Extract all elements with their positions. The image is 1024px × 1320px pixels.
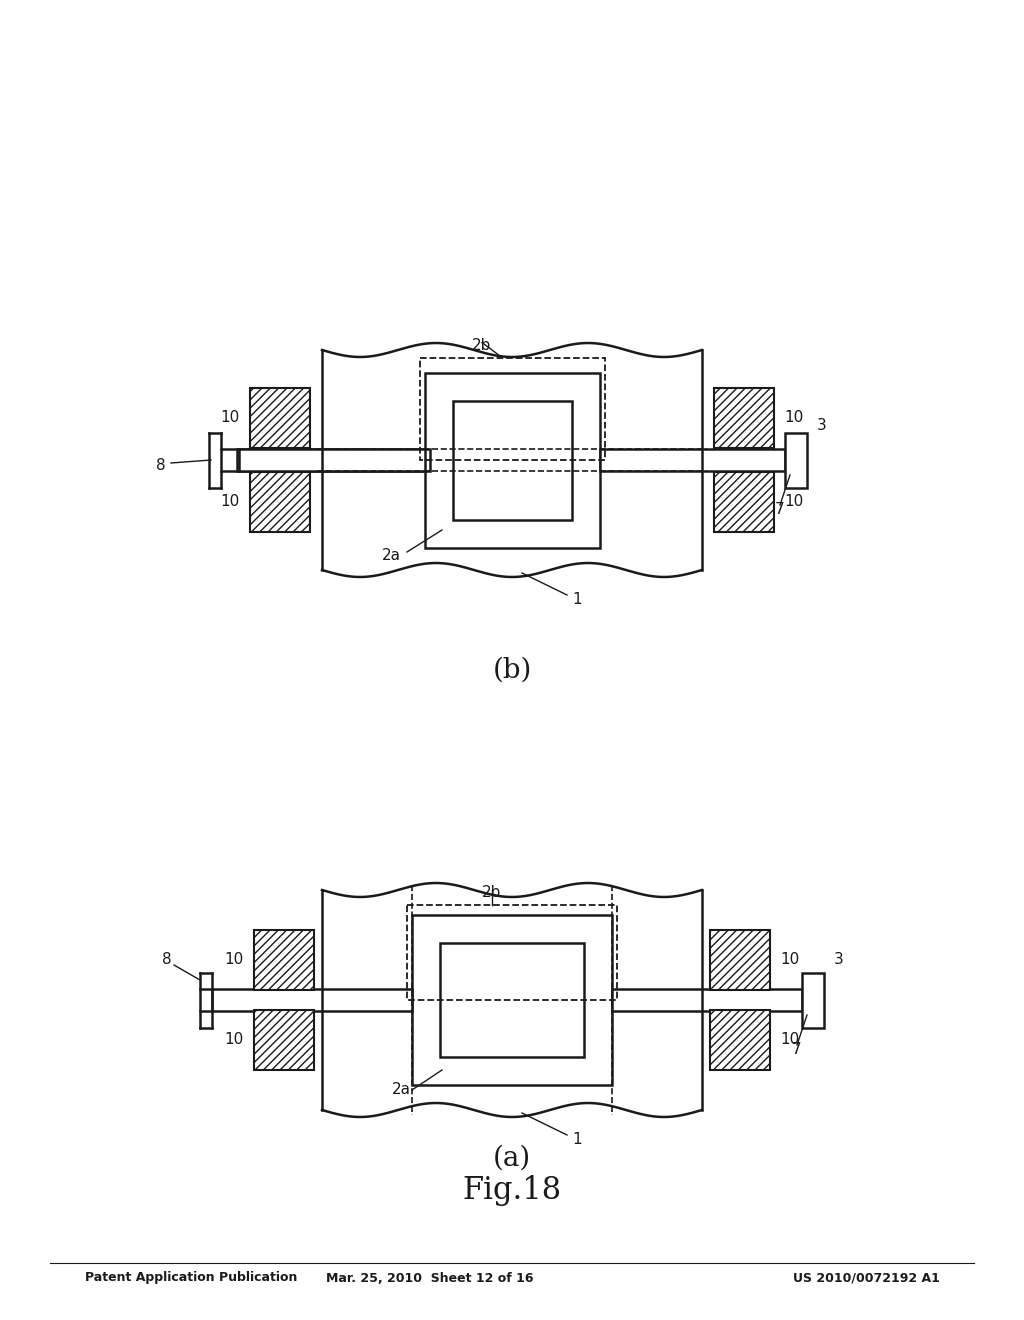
Text: 8: 8 [163,953,172,968]
Bar [407,906,617,1001]
Text: 1: 1 [572,1133,582,1147]
Text: 10: 10 [784,411,803,425]
Bar [250,473,310,532]
Bar [612,989,802,1011]
Bar [453,400,571,520]
Text: (a): (a) [493,1144,531,1172]
Text: 8: 8 [157,458,166,473]
Text: Fig.18: Fig.18 [463,1175,561,1205]
Bar [412,915,612,1085]
Bar [714,388,774,447]
Text: Patent Application Publication: Patent Application Publication [85,1271,297,1284]
Text: 7: 7 [792,1043,802,1057]
Bar [714,473,774,532]
Bar [420,358,604,459]
Bar [599,449,785,471]
Text: US 2010/0072192 A1: US 2010/0072192 A1 [794,1271,940,1284]
Text: 10: 10 [224,1032,244,1048]
Text: 10: 10 [780,1032,800,1048]
Text: 10: 10 [224,953,244,968]
Text: 2a: 2a [382,548,401,562]
Text: 10: 10 [784,495,803,510]
Text: 1: 1 [572,593,582,607]
Text: 2a: 2a [392,1082,411,1097]
Bar [254,931,314,990]
Bar [440,942,584,1057]
Text: 2b: 2b [472,338,492,352]
Text: 3: 3 [817,417,826,433]
Text: Mar. 25, 2010  Sheet 12 of 16: Mar. 25, 2010 Sheet 12 of 16 [327,1271,534,1284]
Text: 3: 3 [834,953,844,968]
Bar [425,372,599,548]
Text: 10: 10 [221,411,240,425]
Bar [710,931,770,990]
Bar [254,1010,314,1071]
Text: 10: 10 [780,953,800,968]
Text: 2b: 2b [482,884,502,900]
Bar [212,989,412,1011]
Bar [785,433,807,487]
Text: (b): (b) [493,656,531,684]
Bar [802,973,824,1027]
Bar [239,449,425,471]
Bar [237,449,429,471]
Bar [710,1010,770,1071]
Bar [250,388,310,447]
Text: 7: 7 [775,503,784,517]
Text: 10: 10 [221,495,240,510]
